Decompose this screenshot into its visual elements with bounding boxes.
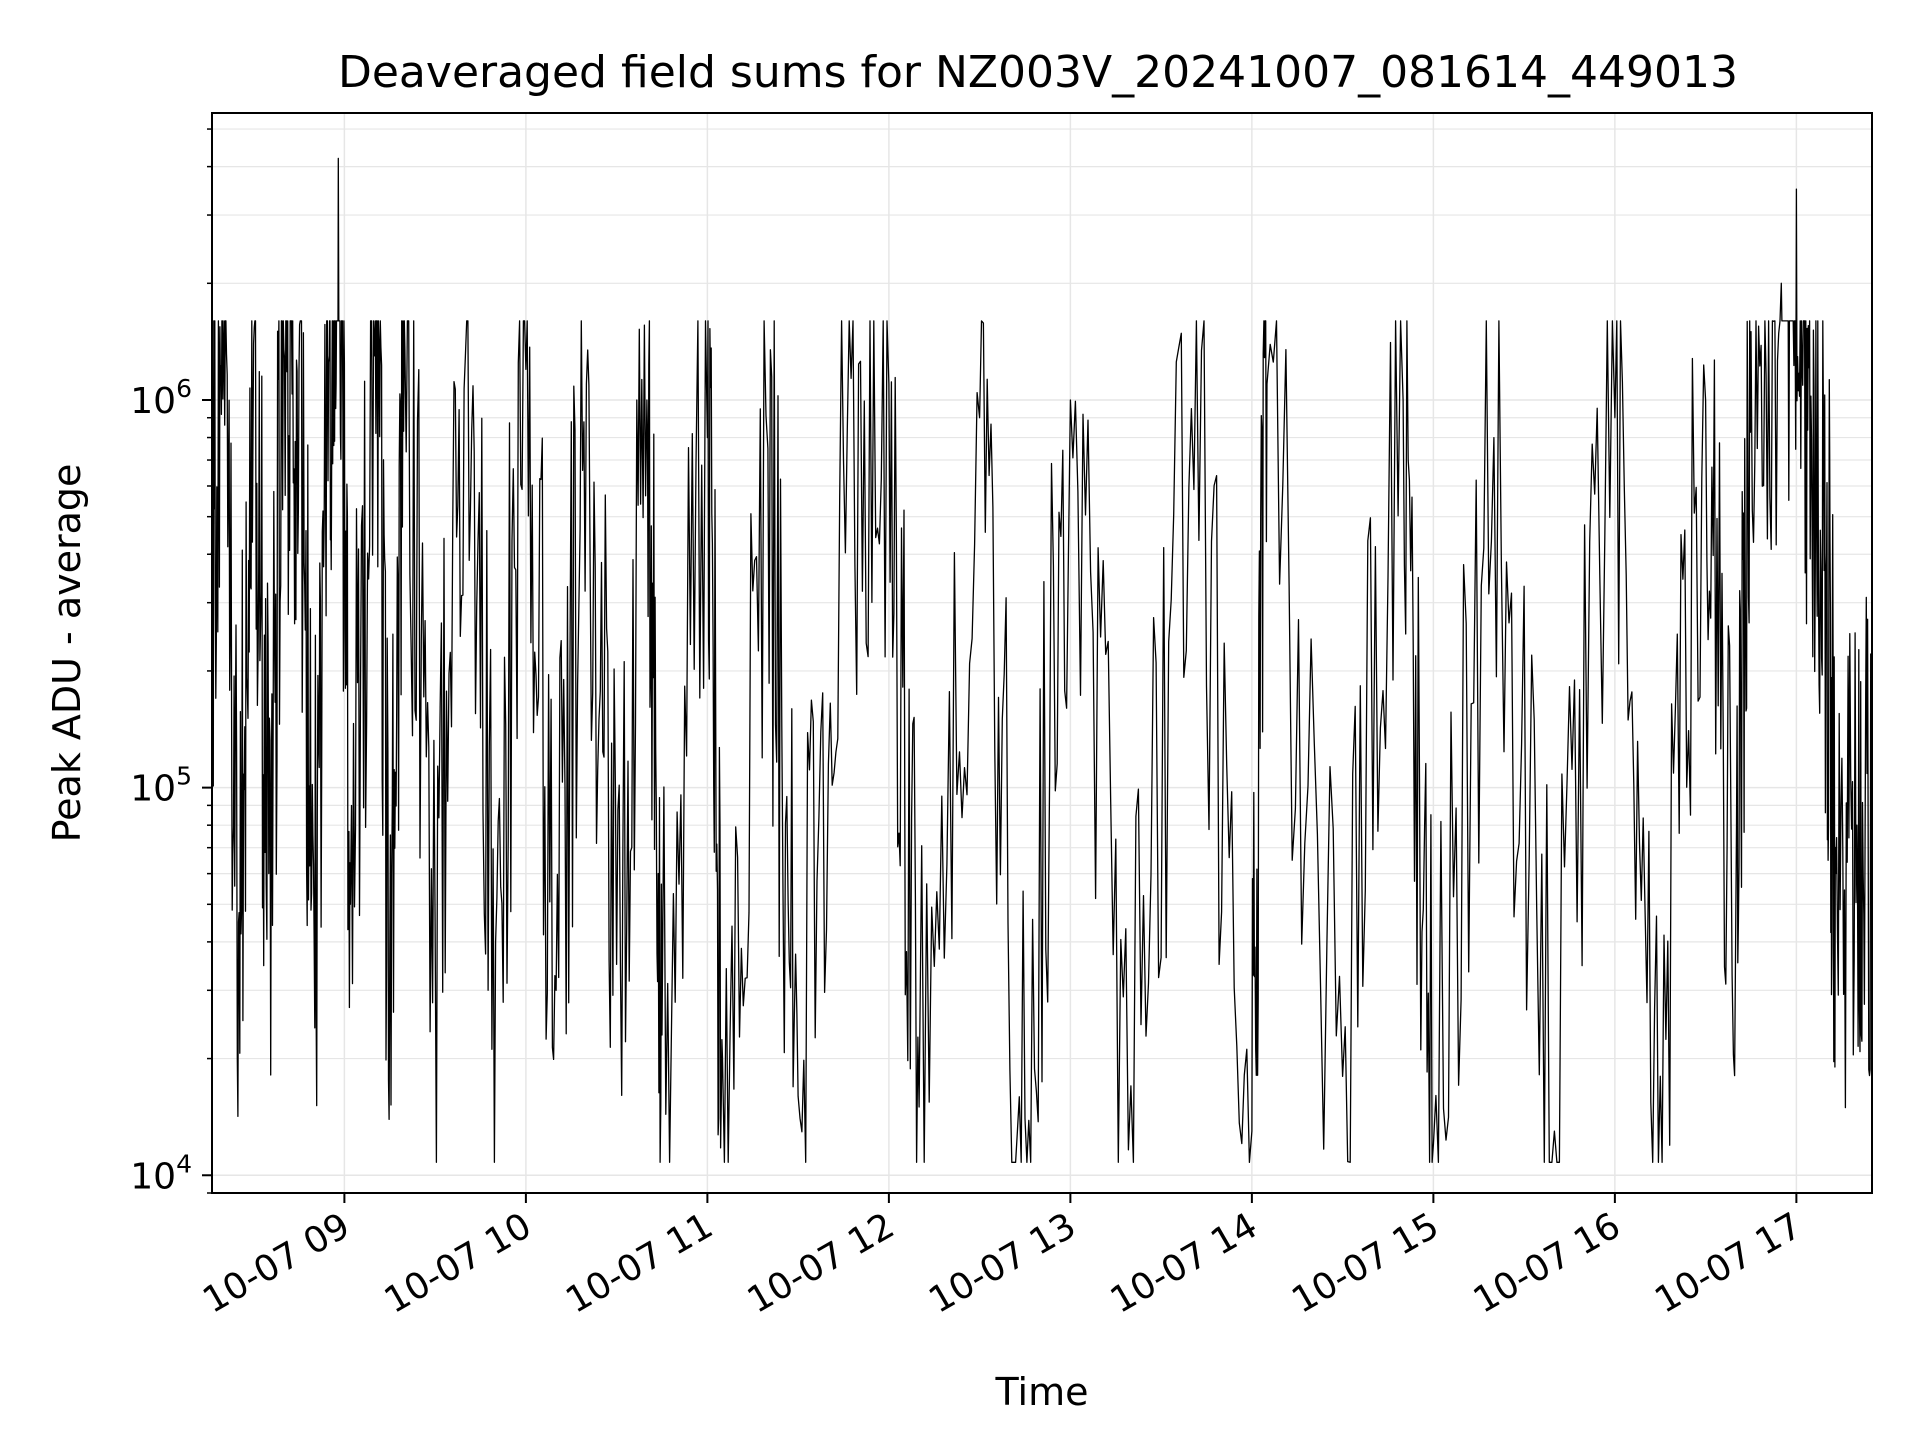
y-tick-exponent: 4 bbox=[176, 1149, 192, 1178]
series-line bbox=[210, 157, 1873, 1163]
y-axis-label: Peak ADU - average bbox=[45, 464, 89, 843]
y-tick-label: 106 bbox=[130, 374, 192, 422]
y-tick-exponent: 6 bbox=[176, 374, 192, 403]
y-tick-base: 10 bbox=[130, 381, 176, 422]
y-tick-base: 10 bbox=[130, 769, 176, 810]
y-tick-exponent: 5 bbox=[176, 762, 192, 791]
plot-frame bbox=[211, 112, 1873, 1194]
y-tick-base: 10 bbox=[130, 1156, 176, 1197]
plot-area bbox=[210, 112, 1873, 1194]
x-axis-label: Time bbox=[995, 1370, 1089, 1414]
chart-title: Deaveraged field sums for NZ003V_2024100… bbox=[338, 47, 1738, 98]
y-tick-label: 104 bbox=[130, 1149, 192, 1197]
y-tick-label: 105 bbox=[130, 762, 192, 810]
